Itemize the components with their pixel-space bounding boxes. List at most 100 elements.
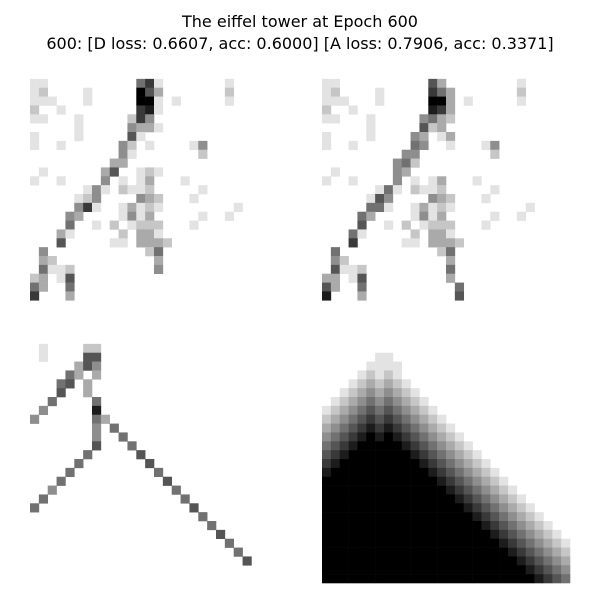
pixel-cell: [384, 530, 393, 539]
pixel-cell: [384, 388, 393, 397]
pixel-cell: [39, 274, 48, 283]
pixel-cell: [508, 556, 517, 565]
pixel-cell: [419, 141, 428, 150]
pixel-cell: [428, 574, 437, 583]
pixel-cell: [39, 353, 48, 362]
pixel-cell: [499, 512, 508, 521]
pixel-cell: [446, 247, 455, 256]
pixel-cell: [419, 556, 428, 565]
pixel-cell: [508, 574, 517, 583]
pixel-cell: [136, 238, 145, 247]
pixel-cell: [428, 503, 437, 512]
pixel-cell: [110, 238, 119, 247]
pixel-cell: [402, 468, 411, 477]
pixel-cell: [428, 203, 437, 212]
pixel-cell: [145, 459, 154, 468]
pixel-cell: [419, 221, 428, 230]
pixel-cell: [198, 212, 207, 221]
pixel-cell: [419, 203, 428, 212]
pixel-cell: [366, 574, 375, 583]
pixel-cell: [366, 370, 375, 379]
pixel-cell: [481, 539, 490, 548]
pixel-cell: [411, 477, 420, 486]
generated-sample-4: [322, 335, 570, 583]
pixel-cell: [446, 548, 455, 557]
pixel-cell: [322, 468, 331, 477]
pixel-cell: [402, 503, 411, 512]
pixel-cell: [322, 283, 331, 292]
pixel-cell: [464, 450, 473, 459]
pixel-cell: [552, 548, 561, 557]
pixel-cell: [402, 432, 411, 441]
pixel-cell: [101, 167, 110, 176]
pixel-cell: [428, 530, 437, 539]
pixel-cell: [110, 159, 119, 168]
pixel-cell: [419, 574, 428, 583]
pixel-cell: [340, 565, 349, 574]
pixel-cell: [411, 486, 420, 495]
pixel-cell: [437, 539, 446, 548]
pixel-cell: [384, 415, 393, 424]
pixel-cell: [446, 565, 455, 574]
pixel-cell: [375, 432, 384, 441]
pixel-cell: [402, 167, 411, 176]
pixel-cell: [526, 574, 535, 583]
pixel-cell: [455, 432, 464, 441]
pixel-cell: [30, 141, 39, 150]
pixel-cell: [92, 185, 101, 194]
pixel-cell: [145, 212, 154, 221]
pixel-cell: [446, 521, 455, 530]
pixel-cell: [375, 539, 384, 548]
pixel-cell: [411, 548, 420, 557]
pixel-cell: [331, 88, 340, 97]
pixel-cell: [455, 441, 464, 450]
pixel-cell: [39, 88, 48, 97]
pixel-cell: [349, 274, 358, 283]
pixel-cell: [366, 379, 375, 388]
pixel-cell: [446, 450, 455, 459]
pixel-cell: [65, 221, 74, 230]
pixel-cell: [322, 477, 331, 486]
pixel-cell: [428, 477, 437, 486]
pixel-cell: [119, 159, 128, 168]
pixel-cell: [517, 79, 526, 88]
pixel-cell: [74, 212, 83, 221]
pixel-cell: [357, 274, 366, 283]
pixel-cell: [455, 503, 464, 512]
pixel-cell: [526, 521, 535, 530]
pixel-cell: [366, 406, 375, 415]
pixel-cell: [543, 521, 552, 530]
pixel-cell: [419, 397, 428, 406]
pixel-cell: [145, 247, 154, 256]
pixel-cell: [384, 362, 393, 371]
pixel-cell: [490, 556, 499, 565]
pixel-cell: [393, 441, 402, 450]
pixel-cell: [331, 283, 340, 292]
pixel-cell: [455, 459, 464, 468]
pixel-cell: [331, 265, 340, 274]
figure-title-line-2: 600: [D loss: 0.6607, acc: 0.6000] [A lo…: [46, 34, 553, 53]
pixel-cell: [384, 353, 393, 362]
pixel-cell: [375, 486, 384, 495]
pixel-cell: [119, 150, 128, 159]
pixel-cell: [428, 556, 437, 565]
pixel-cell: [331, 450, 340, 459]
pixel-cell: [419, 512, 428, 521]
pixel-cell: [349, 486, 358, 495]
pixel-cell: [393, 503, 402, 512]
pixel-cell: [198, 141, 207, 150]
pixel-cell: [163, 238, 172, 247]
pixel-cell: [357, 406, 366, 415]
pixel-cell: [411, 468, 420, 477]
pixel-cell: [322, 486, 331, 495]
pixel-cell: [331, 424, 340, 433]
pixel-cell: [366, 424, 375, 433]
pixel-cell: [39, 114, 48, 123]
pixel-cell: [39, 494, 48, 503]
pixel-cell: [446, 503, 455, 512]
pixel-cell: [65, 212, 74, 221]
pixel-cell: [189, 141, 198, 150]
pixel-cell: [48, 97, 57, 106]
pixel-cell: [92, 362, 101, 371]
